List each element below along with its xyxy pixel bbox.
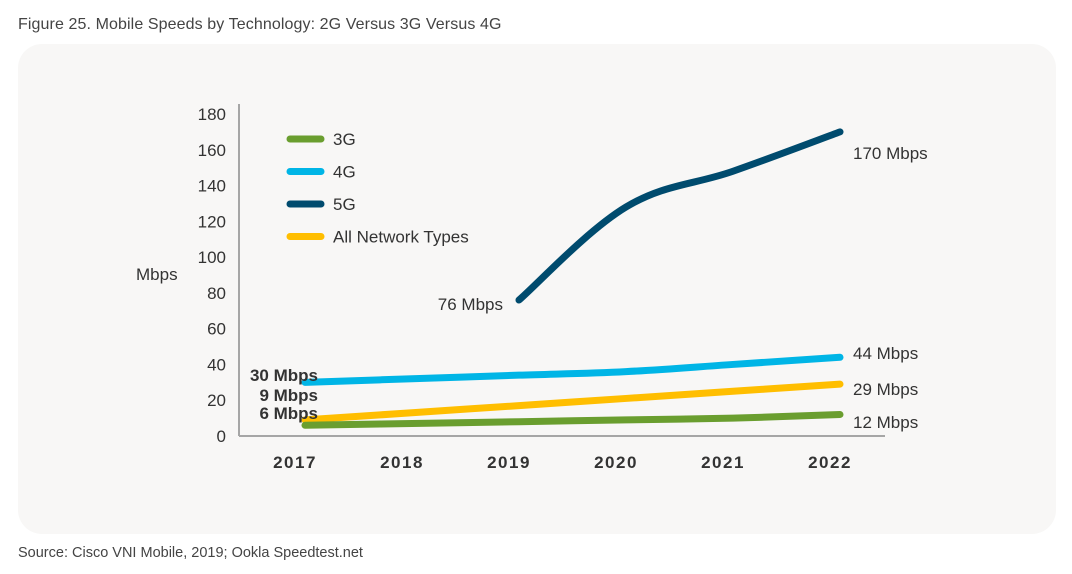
y-tick-label: 80 — [207, 284, 226, 303]
data-label: 6 Mbps — [259, 404, 318, 423]
series-line-5g — [515, 128, 844, 304]
y-tick-label: 180 — [198, 105, 226, 124]
axes — [238, 104, 885, 437]
legend-label: 5G — [333, 195, 356, 214]
x-tick-label: 2022 — [808, 453, 852, 472]
y-tick-label: 160 — [198, 141, 226, 160]
x-tick-label: 2019 — [487, 453, 531, 472]
y-axis-title: Mbps — [136, 265, 178, 284]
data-label: 12 Mbps — [853, 413, 918, 432]
legend: 3G 4G 5G All Network Types — [286, 130, 469, 247]
x-tick-label: 2018 — [380, 453, 424, 472]
chart-card — [18, 44, 1056, 534]
series-line-4g — [301, 353, 844, 386]
data-label: 29 Mbps — [853, 380, 918, 399]
legend-label: All Network Types — [333, 228, 469, 247]
x-tick-label: 2017 — [273, 453, 317, 472]
y-tick-label: 60 — [207, 320, 226, 339]
y-tick-label: 0 — [217, 427, 226, 446]
data-label: 76 Mbps — [438, 295, 503, 314]
legend-label: 4G — [333, 163, 356, 182]
data-label: 44 Mbps — [853, 344, 918, 363]
data-label: 170 Mbps — [853, 144, 928, 163]
legend-label: 3G — [333, 130, 356, 149]
x-tick-label: 2020 — [594, 453, 638, 472]
series-line-3g — [301, 411, 844, 429]
y-tick-label: 40 — [207, 355, 226, 374]
tick-labels: 0 20 40 60 80 100 120 140 160 180 2017 2018 2019 2020… — [136, 105, 852, 472]
data-label: 30 Mbps — [250, 366, 318, 385]
data-labels: 6 Mbps 12 Mbps 30 Mbps 44 Mbps 76 Mbps 170 Mb… — [250, 144, 928, 432]
y-tick-label: 20 — [207, 391, 226, 410]
figure-source: Source: Cisco VNI Mobile, 2019; Ookla Sp… — [18, 545, 363, 561]
y-tick-label: 140 — [198, 177, 226, 196]
data-label: 9 Mbps — [259, 386, 318, 405]
y-tick-label: 100 — [198, 248, 226, 267]
series-lines — [301, 128, 844, 429]
y-tick-label: 120 — [198, 212, 226, 231]
series-line-all-network-types — [301, 380, 844, 424]
x-tick-label: 2021 — [701, 453, 745, 472]
figure-title: Figure 25. Mobile Speeds by Technology: … — [18, 16, 502, 33]
